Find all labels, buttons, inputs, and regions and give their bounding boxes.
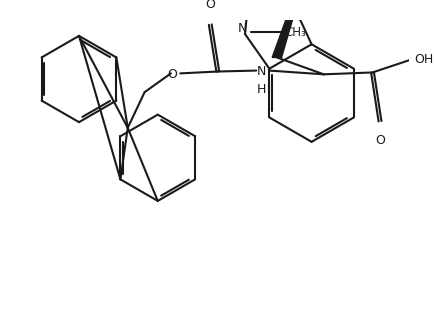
Text: CH₃: CH₃ <box>284 26 306 39</box>
Text: H: H <box>257 83 266 96</box>
Polygon shape <box>272 6 296 58</box>
Text: OH: OH <box>415 53 434 66</box>
Text: O: O <box>375 134 385 147</box>
Text: N: N <box>237 22 247 35</box>
Text: O: O <box>168 68 178 81</box>
Text: O: O <box>205 0 215 12</box>
Text: N: N <box>257 65 266 78</box>
